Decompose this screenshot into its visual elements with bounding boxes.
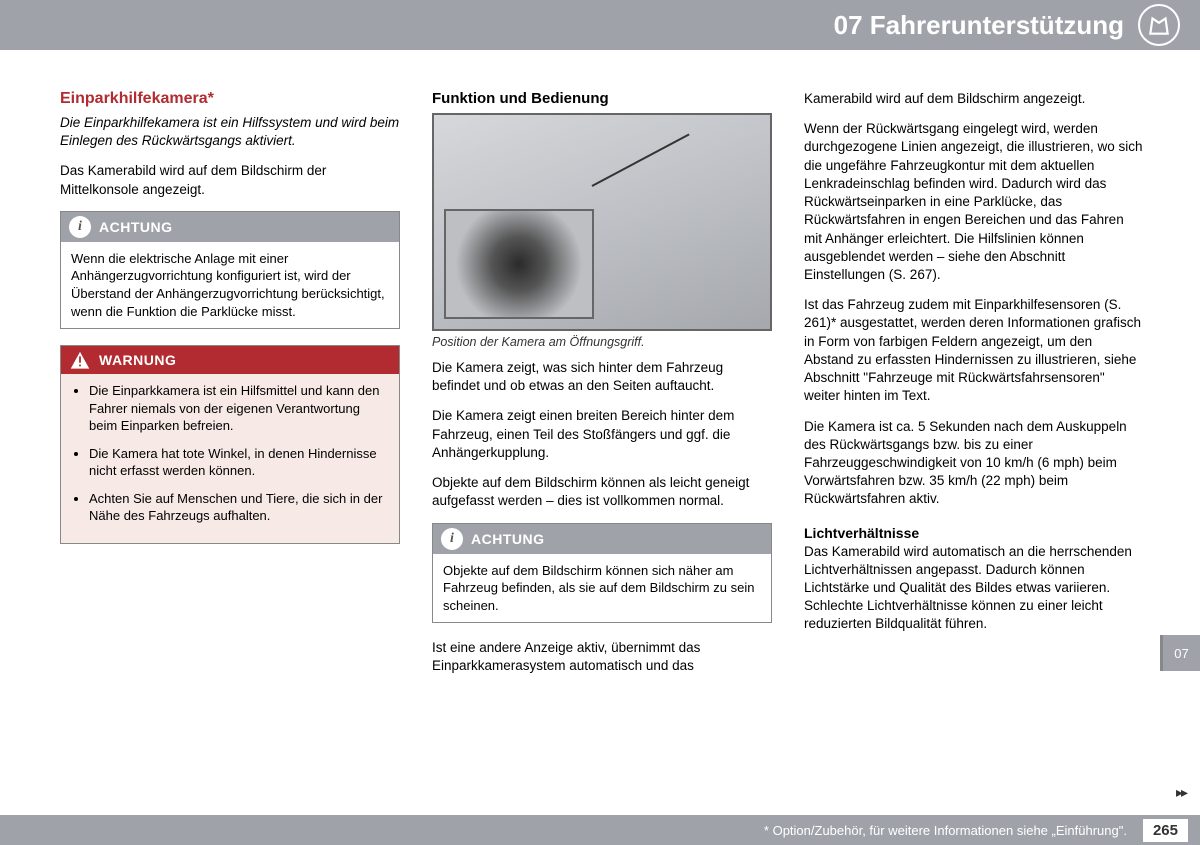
paragraph: Die Kamera zeigt einen breiten Bereich h… — [432, 407, 772, 462]
paragraph: Ist eine andere Anzeige aktiv, übernimmt… — [432, 639, 772, 675]
manual-icon — [1138, 4, 1180, 46]
warnung-header: WARNUNG — [61, 346, 399, 374]
paragraph: Das Kamerabild wird auf dem Bildschirm d… — [60, 162, 400, 198]
page-number: 265 — [1143, 819, 1188, 842]
chapter-tab: 07 — [1160, 635, 1200, 671]
paragraph: Wenn der Rückwärtsgang eingelegt wird, w… — [804, 120, 1144, 284]
warnung-body: Die Einparkkamera ist ein Hilfsmittel un… — [61, 374, 399, 543]
camera-inset — [444, 209, 594, 319]
paragraph: Die Kamera zeigt, was sich hinter dem Fa… — [432, 359, 772, 395]
page-footer: * Option/Zubehör, für weitere Informatio… — [0, 815, 1200, 845]
figure-caption: Position der Kamera am Öffnungsgriff. — [432, 335, 772, 349]
warn-item: Die Einparkkamera ist ein Hilfsmittel un… — [89, 382, 389, 435]
warn-item: Die Kamera hat tote Winkel, in denen Hin… — [89, 445, 389, 480]
warning-icon — [69, 350, 91, 370]
chapter-title: 07 Fahrerunterstützung — [834, 10, 1124, 41]
warnung-box: WARNUNG Die Einparkkamera ist ein Hilfsm… — [60, 345, 400, 544]
chapter-header: 07 Fahrerunterstützung — [0, 0, 1200, 50]
section-title: Einparkhilfekamera* — [60, 90, 400, 108]
achtung-body: Objekte auf dem Bildschirm können sich n… — [433, 554, 771, 623]
paragraph: Das Kamerabild wird automatisch an die h… — [804, 543, 1144, 634]
warnung-label: WARNUNG — [99, 352, 176, 368]
achtung-label: ACHTUNG — [471, 531, 545, 547]
achtung-body: Wenn die elektrische Anlage mit einer An… — [61, 242, 399, 328]
warn-item: Achten Sie auf Menschen und Tiere, die s… — [89, 490, 389, 525]
paragraph: Die Kamera ist ca. 5 Sekunden nach dem A… — [804, 418, 1144, 509]
column-1: Einparkhilfekamera* Die Einparkhilfekame… — [60, 90, 400, 688]
subsection-heading: Funktion und Bedienung — [432, 90, 772, 107]
info-icon: i — [441, 528, 463, 550]
achtung-label: ACHTUNG — [99, 219, 173, 235]
page-body: Einparkhilfekamera* Die Einparkhilfekame… — [0, 50, 1200, 688]
achtung-box: i ACHTUNG Wenn die elektrische Anlage mi… — [60, 211, 400, 329]
paragraph: Ist das Fahrzeug zudem mit Einparkhilfes… — [804, 296, 1144, 405]
paragraph: Objekte auf dem Bildschirm können als le… — [432, 474, 772, 510]
footnote-text: * Option/Zubehör, für weitere Informatio… — [764, 823, 1127, 838]
info-icon: i — [69, 216, 91, 238]
column-2: Funktion und Bedienung Position der Kame… — [432, 90, 772, 688]
achtung-box-2: i ACHTUNG Objekte auf dem Bildschirm kön… — [432, 523, 772, 624]
column-3: Kamerabild wird auf dem Bildschirm angez… — [804, 90, 1144, 688]
paragraph: Kamerabild wird auf dem Bildschirm angez… — [804, 90, 1144, 108]
sub-heading: Lichtverhältnisse — [804, 525, 1144, 541]
camera-figure — [432, 113, 772, 331]
continue-indicator: ▸▸ — [1176, 784, 1186, 801]
callout-line — [592, 133, 690, 186]
achtung-header: i ACHTUNG — [61, 212, 399, 242]
intro-text: Die Einparkhilfekamera ist ein Hilfssyst… — [60, 114, 400, 150]
achtung-header: i ACHTUNG — [433, 524, 771, 554]
